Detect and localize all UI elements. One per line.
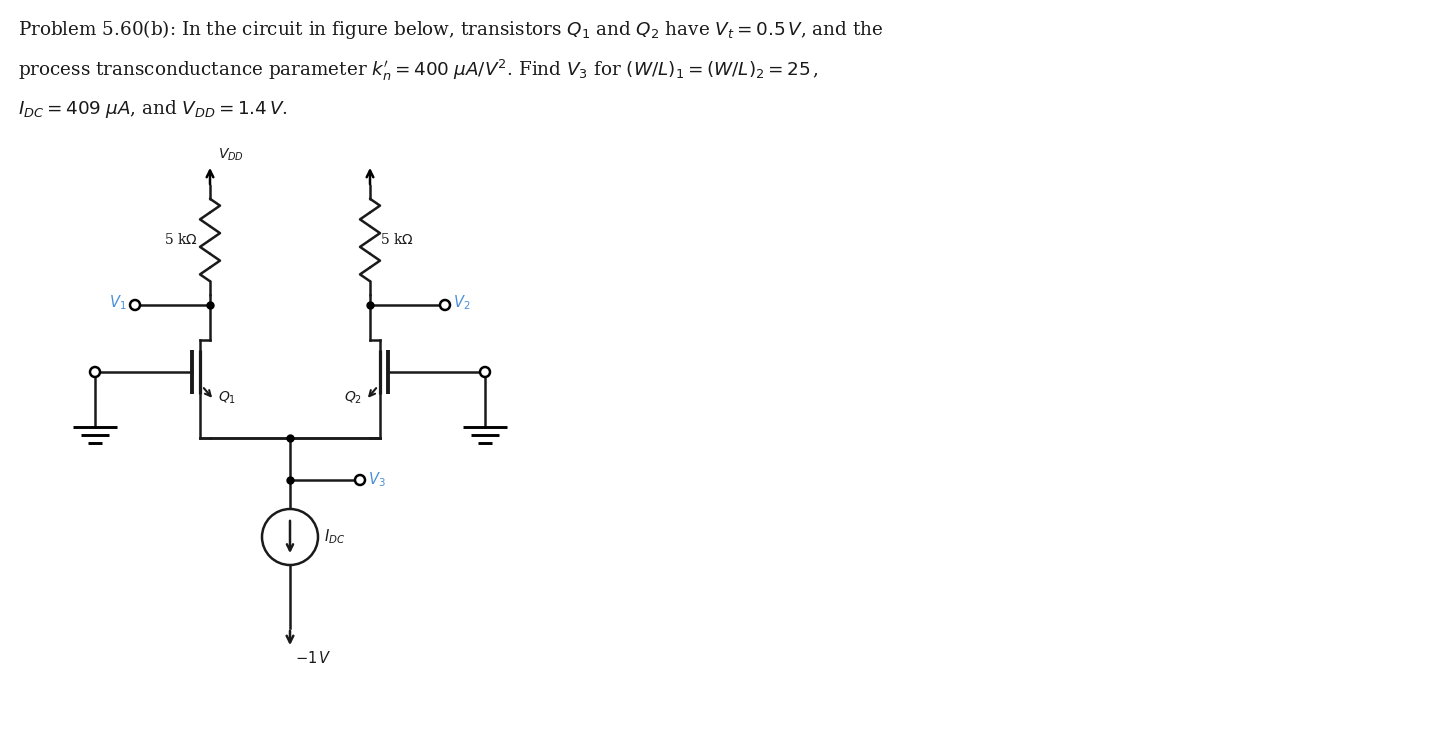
Text: 5 k$\Omega$: 5 k$\Omega$: [380, 232, 413, 247]
Text: $V_1$: $V_1$: [110, 293, 127, 312]
Text: $I_{DC}$: $I_{DC}$: [325, 528, 345, 547]
Text: $V_3$: $V_3$: [368, 470, 386, 489]
Text: $Q_2$: $Q_2$: [343, 390, 362, 406]
Text: $V_2$: $V_2$: [453, 293, 470, 312]
Text: $I_{DC} = 409\;\mu A$, and $V_{DD} = 1.4\,V$.: $I_{DC} = 409\;\mu A$, and $V_{DD} = 1.4…: [19, 98, 287, 120]
Circle shape: [355, 475, 365, 485]
Circle shape: [90, 367, 100, 377]
Text: $Q_1$: $Q_1$: [217, 390, 236, 406]
Text: 5 k$\Omega$: 5 k$\Omega$: [164, 232, 197, 247]
Circle shape: [130, 300, 140, 310]
Circle shape: [480, 367, 490, 377]
Text: process transconductance parameter $k_n' = 400\;\mu A/V^2$. Find $V_3$ for $(W/L: process transconductance parameter $k_n'…: [19, 58, 819, 83]
Text: $-1\,V$: $-1\,V$: [295, 650, 332, 666]
Text: $V_{DD}$: $V_{DD}$: [217, 146, 245, 163]
Text: Problem 5.60(b): In the circuit in figure below, transistors $Q_1$ and $Q_2$ hav: Problem 5.60(b): In the circuit in figur…: [19, 18, 884, 41]
Circle shape: [262, 509, 317, 565]
Circle shape: [440, 300, 450, 310]
